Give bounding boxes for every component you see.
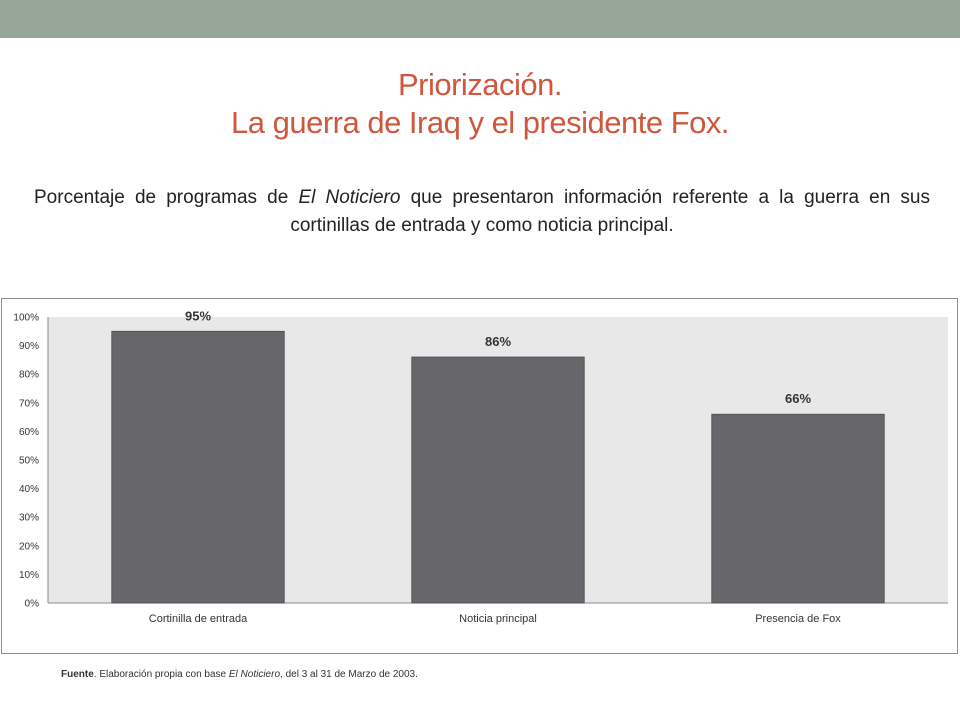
source-italic: El Noticiero [228, 669, 281, 680]
y-tick-label: 0% [25, 599, 40, 610]
category-label: Cortinilla de entrada [149, 613, 248, 625]
source-text-2: , del 3 al 31 de Marzo de 2003. [280, 669, 418, 680]
title-line-1: Priorización. [397, 67, 563, 102]
data-label: 95% [185, 308, 211, 323]
data-label: 66% [785, 391, 811, 406]
source-text-1: . Elaboración propia con base [93, 669, 229, 680]
category-label: Noticia principal [459, 613, 537, 625]
source-note: Fuente. Elaboración propia con base El N… [61, 669, 418, 680]
chart-frame: 0% 10% 20% 30% 40% 50% 60% 70% 80% 90% 100% 95% Cort… [1, 298, 958, 654]
top-bar [0, 0, 960, 38]
y-tick-label: 80% [19, 370, 39, 381]
y-tick-label: 40% [19, 484, 39, 495]
title-line-2: La guerra de Iraq y el presidente Fox. [231, 105, 729, 140]
y-tick-label: 60% [19, 427, 39, 438]
bar [711, 413, 885, 604]
bar [111, 330, 285, 604]
chart-description: Porcentaje de programas de El Noticiero … [34, 184, 930, 240]
description-text-2: que presentaron información referente a … [290, 187, 930, 236]
y-tick-label: 90% [19, 341, 39, 352]
category-label: Presencia de Fox [755, 613, 841, 625]
y-tick-label: 30% [19, 513, 39, 524]
y-tick-label: 100% [13, 313, 39, 324]
slide-title: Priorización. La guerra de Iraq y el pre… [0, 66, 960, 142]
y-tick-label: 50% [19, 456, 39, 467]
data-label: 86% [485, 334, 511, 349]
bar [411, 356, 585, 604]
y-tick-label: 70% [19, 398, 39, 409]
description-italic: El Noticiero [298, 187, 401, 208]
source-label: Fuente [61, 669, 94, 680]
y-tick-label: 10% [19, 570, 39, 581]
description-text-1: Porcentaje de programas de [34, 187, 299, 208]
bar-chart: 0% 10% 20% 30% 40% 50% 60% 70% 80% 90% 100% 95% Cort… [13, 308, 948, 625]
y-tick-label: 20% [19, 541, 39, 552]
